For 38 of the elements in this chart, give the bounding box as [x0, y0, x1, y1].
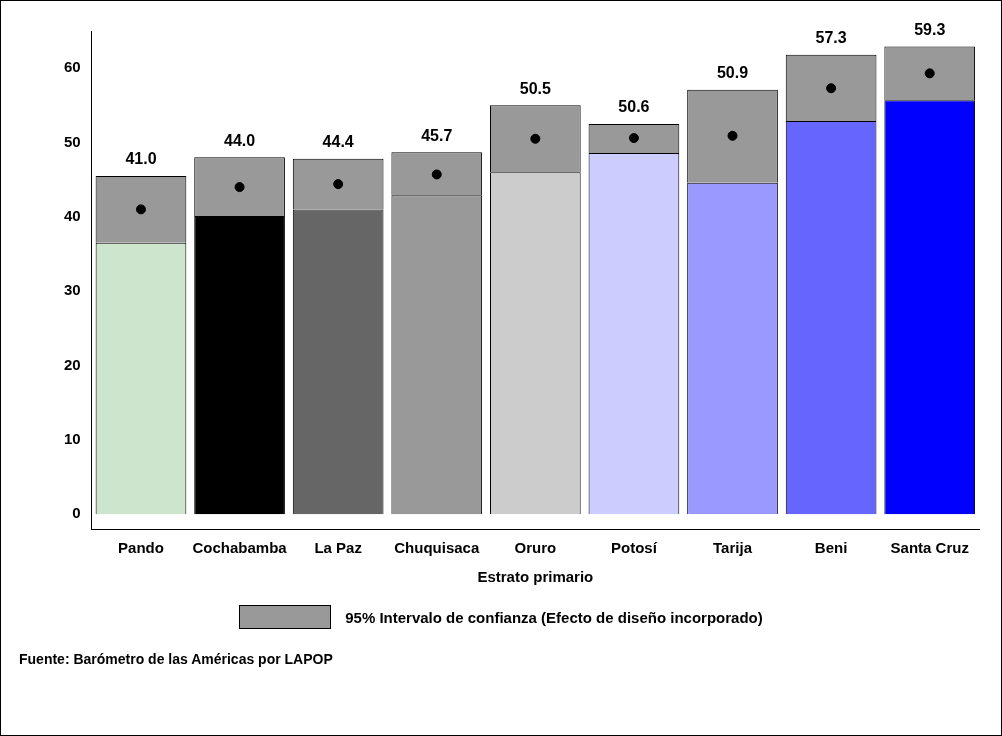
point [924, 68, 935, 79]
x-tick-label: La Paz [314, 539, 362, 557]
bar [194, 216, 285, 515]
text: 95% Intervalo de confianza (Efecto de diseño incorporado) [345, 608, 763, 626]
point [135, 204, 146, 215]
x-tick-label: Santa Cruz [890, 539, 969, 557]
data-label: 44.4 [322, 133, 354, 151]
x-tick-label: Chuquisaca [394, 539, 480, 557]
point [628, 133, 639, 144]
source-note: Fuente: Barómetro de las Américas por LAPOP [19, 651, 334, 667]
y-tick-label: 10 [64, 429, 81, 447]
x-tick-label: Cochabamba [192, 539, 288, 557]
x-tick-label: Potosí [611, 539, 658, 557]
data-label: 44.0 [224, 131, 256, 149]
x-tick-label: Tarija [713, 539, 753, 557]
point [530, 133, 541, 144]
y-tick-label: 60 [64, 58, 81, 76]
point [333, 179, 344, 190]
data-label: 50.5 [519, 79, 552, 97]
y-tick-label: 50 [64, 132, 81, 150]
data-label: 41.0 [125, 150, 157, 168]
data-label: 59.3 [914, 21, 946, 39]
data-label: 50.9 [716, 64, 749, 82]
data-label: 57.3 [815, 29, 847, 47]
y-tick-label: 40 [64, 206, 81, 224]
point [234, 182, 245, 193]
point [431, 169, 442, 180]
y-tick-label: 30 [64, 281, 81, 299]
data-label: 45.7 [421, 126, 453, 144]
x-tick-label: Oruro [514, 539, 557, 557]
y-tick-label: 20 [64, 355, 81, 373]
x-axis-title: Estrato primario [477, 568, 594, 586]
data-label: 50.6 [618, 98, 650, 116]
x-tick-label: Beni [814, 539, 848, 557]
point [826, 83, 837, 94]
y-tick-label: 0 [72, 504, 81, 522]
point [727, 130, 738, 141]
x-tick-label: Pando [118, 539, 164, 557]
